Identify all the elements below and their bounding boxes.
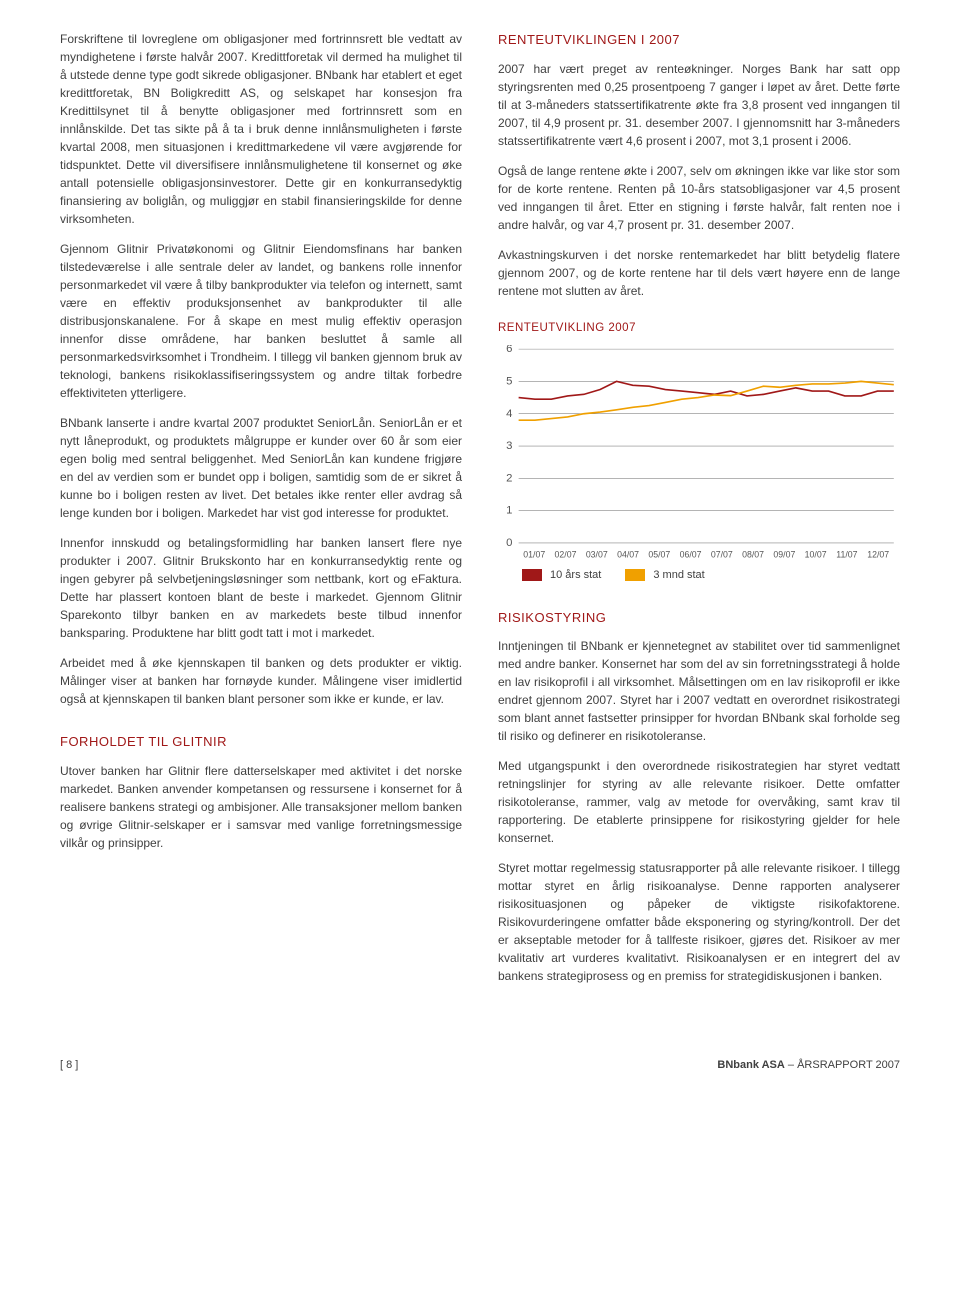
svg-text:02/07: 02/07	[555, 549, 577, 559]
chart-title: RENTEUTVIKLING 2007	[498, 320, 900, 337]
svg-text:07/07: 07/07	[711, 549, 733, 559]
footer-brand-name: BNbank ASA	[717, 1059, 784, 1071]
rate-chart-svg: 0 1 2 3 4 5 6 01/07 02/07 03/07 04/07 05/07 06/07 07/…	[498, 345, 900, 561]
svg-text:6: 6	[506, 345, 512, 355]
footer-rest: – ÅRSRAPPORT 2007	[785, 1059, 900, 1071]
body-paragraph: Med utgangspunkt i den overordnede risik…	[498, 757, 900, 847]
svg-text:12/07: 12/07	[867, 549, 889, 559]
svg-text:05/07: 05/07	[648, 549, 670, 559]
section-heading-renteutvikling: RENTEUTVIKLINGEN I 2007	[498, 30, 900, 50]
legend-item-3mnd: 3 mnd stat	[625, 567, 704, 584]
body-paragraph: Forskriftene til lovreglene om obligasjo…	[60, 30, 462, 228]
svg-text:04/07: 04/07	[617, 549, 639, 559]
legend-label: 10 års stat	[550, 567, 601, 584]
page-footer: [ 8 ] BNbank ASA – ÅRSRAPPORT 2007	[60, 1057, 900, 1074]
legend-swatch-icon	[625, 569, 645, 581]
body-paragraph: BNbank lanserte i andre kvartal 2007 pro…	[60, 414, 462, 522]
svg-text:06/07: 06/07	[680, 549, 702, 559]
chart-legend: 10 års stat 3 mnd stat	[498, 567, 900, 584]
svg-text:09/07: 09/07	[773, 549, 795, 559]
svg-text:2: 2	[506, 472, 512, 484]
section-heading-risikostyring: RISIKOSTYRING	[498, 608, 900, 628]
svg-text:5: 5	[506, 375, 512, 387]
legend-label: 3 mnd stat	[653, 567, 704, 584]
body-paragraph: Inntjeningen til BNbank er kjennetegnet …	[498, 637, 900, 745]
svg-text:03/07: 03/07	[586, 549, 608, 559]
svg-text:11/07: 11/07	[836, 549, 857, 559]
body-paragraph: Innenfor innskudd og betalingsformidling…	[60, 534, 462, 642]
legend-swatch-icon	[522, 569, 542, 581]
svg-text:10/07: 10/07	[805, 549, 827, 559]
body-paragraph: Utover banken har Glitnir flere datterse…	[60, 762, 462, 852]
body-paragraph: Styret mottar regelmessig statusrapporte…	[498, 859, 900, 985]
legend-item-10yr: 10 års stat	[522, 567, 601, 584]
right-column: RENTEUTVIKLINGEN I 2007 2007 har vært pr…	[498, 30, 900, 997]
page-number: [ 8 ]	[60, 1057, 78, 1074]
body-paragraph: 2007 har vært preget av renteøkninger. N…	[498, 60, 900, 150]
svg-text:08/07: 08/07	[742, 549, 764, 559]
rate-chart: 0 1 2 3 4 5 6 01/07 02/07 03/07 04/07 05/07 06/07 07/…	[498, 345, 900, 561]
svg-text:1: 1	[506, 504, 512, 516]
body-paragraph: Arbeidet med å øke kjennskapen til banke…	[60, 654, 462, 708]
section-heading-glitnir: FORHOLDET TIL GLITNIR	[60, 732, 462, 752]
footer-brand: BNbank ASA – ÅRSRAPPORT 2007	[717, 1057, 900, 1074]
svg-text:4: 4	[506, 408, 512, 420]
body-paragraph: Gjennom Glitnir Privatøkonomi og Glitnir…	[60, 240, 462, 402]
svg-text:3: 3	[506, 440, 512, 452]
svg-text:01/07: 01/07	[523, 549, 545, 559]
svg-text:0: 0	[506, 537, 512, 549]
left-column: Forskriftene til lovreglene om obligasjo…	[60, 30, 462, 997]
body-paragraph: Avkastningskurven i det norske rentemark…	[498, 246, 900, 300]
body-paragraph: Også de lange rentene økte i 2007, selv …	[498, 162, 900, 234]
